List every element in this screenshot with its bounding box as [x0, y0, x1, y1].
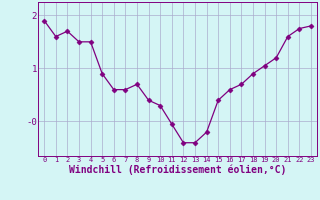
X-axis label: Windchill (Refroidissement éolien,°C): Windchill (Refroidissement éolien,°C) — [69, 165, 286, 175]
